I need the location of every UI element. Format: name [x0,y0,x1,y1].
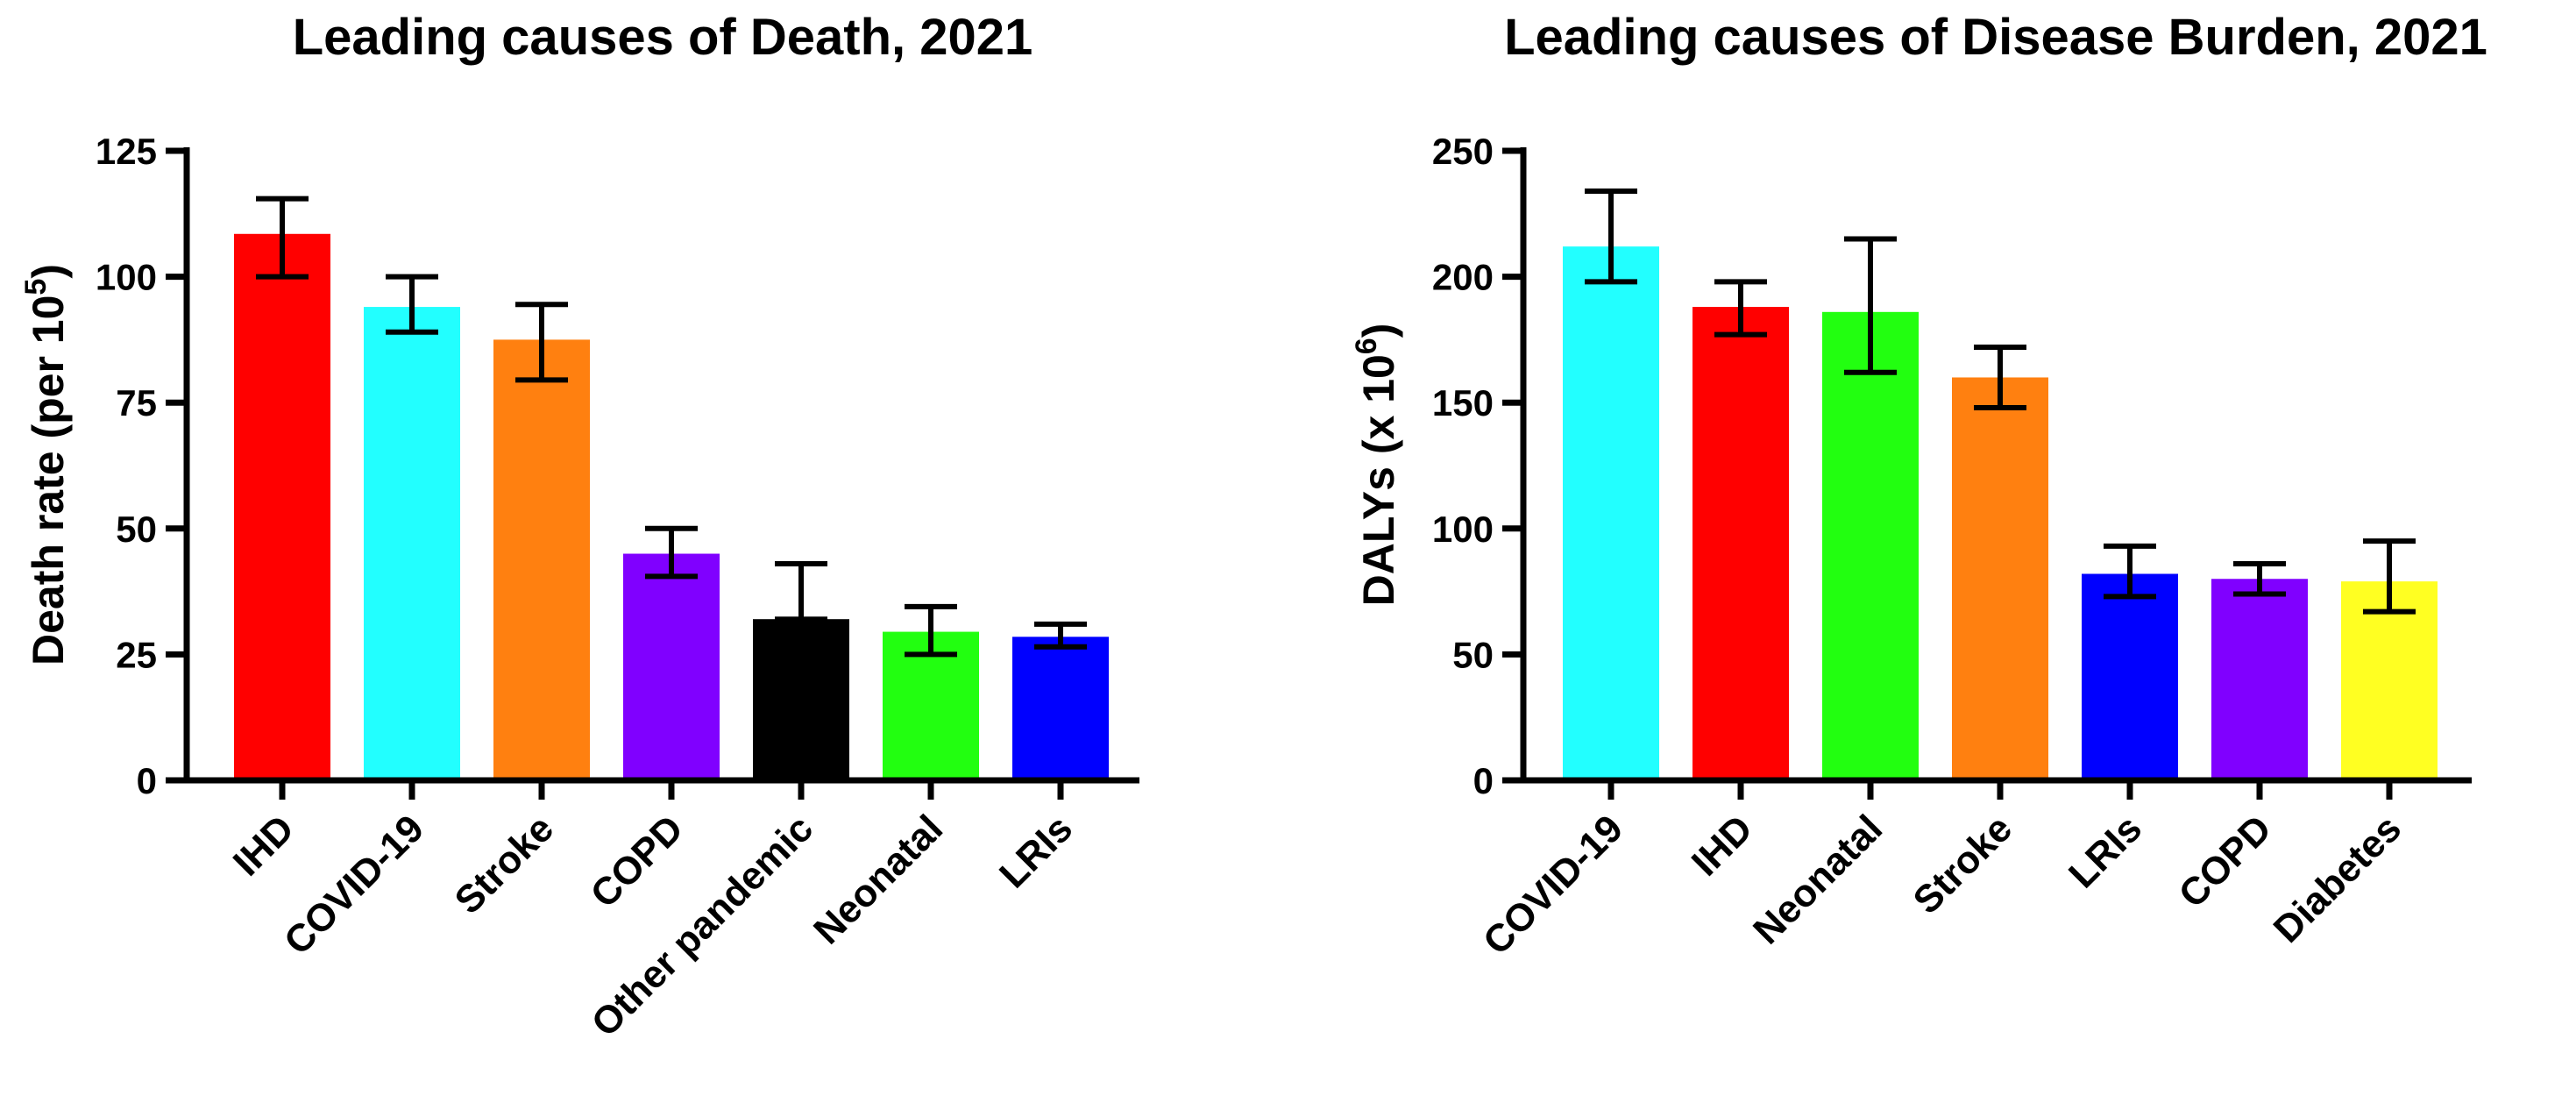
burden-chart-title: Leading causes of Disease Burden, 2021 [1504,9,2487,66]
death-bar-lris [1012,637,1109,780]
burden-x-tick-label: Neonatal [1745,807,1891,952]
burden-bar-ihd [1692,307,1789,781]
death-x-tick-label: COVID-19 [276,807,432,963]
burden-bar-covid-19 [1563,246,1659,780]
death-x-tick-label: Other pandemic [584,807,822,1045]
burden-bar-lris [2082,573,2178,780]
burden-x-tick-label: LRIs [2061,807,2150,896]
death-error-bar-stroke [515,302,568,383]
burden-error-bar-diabetes [2363,538,2416,615]
death-y-tick-label: 25 [116,634,157,675]
burden-y-tick-label: 200 [1432,257,1494,298]
death-x-tick-label: COPD [583,807,692,916]
burden-x-tick-label: Diabetes [2266,807,2409,950]
burden-y-axis-label: DALYs (x 106) [1350,324,1403,607]
burden-y-tick-label: 250 [1432,131,1494,172]
burden-bar-copd [2211,579,2308,780]
death-chart-title: Leading causes of Death, 2021 [293,9,1033,66]
burden-x-tick-label: IHD [1684,807,1761,884]
burden-error-bar-covid-19 [1585,188,1637,285]
death-y-tick-label: 0 [137,760,157,801]
burden-y-tick-label: 100 [1432,509,1494,550]
burden-x-tick-label: Stroke [1905,807,2020,921]
burden-x-tick-label: COVID-19 [1475,807,1631,963]
death-bar-copd [623,553,720,780]
death-error-bar-ihd [256,196,309,280]
death-y-tick-label: 100 [96,257,157,298]
death-bar-other-pandemic [753,619,849,780]
death-error-bar-lris [1034,621,1087,650]
death-x-tick-label: IHD [225,807,302,884]
burden-bar-diabetes [2341,581,2438,780]
burden-bar-neonatal [1822,311,1919,781]
burden-y-tick-label: 150 [1432,382,1494,423]
death-x-tick-label: Stroke [447,807,562,921]
death-y-tick-label: 50 [116,509,157,550]
burden-y-tick-label: 0 [1473,760,1494,801]
death-y-axis-label: Death rate (per 105) [19,264,73,665]
death-bar-ihd [234,233,330,780]
burden-bar-stroke [1952,377,2048,780]
death-y-tick-label: 75 [116,382,157,423]
death-error-bar-neonatal [905,603,957,658]
burden-error-bar-lris [2104,543,2156,600]
burden-error-bar-copd [2233,561,2286,597]
death-x-tick-label: Neonatal [805,807,951,952]
death-bar-covid-19 [364,307,460,781]
burden-error-bar-stroke [1974,345,2026,410]
burden-error-bar-ihd [1714,279,1767,338]
death-error-bar-copd [645,525,698,580]
death-x-tick-label: LRIs [991,807,1081,896]
death-error-bar-covid-19 [386,274,438,335]
death-chart-panel: Leading causes of Death, 2021 Death rate … [19,9,1139,1045]
death-error-bar-other-pandemic [775,561,827,623]
death-y-tick-label: 125 [96,131,157,172]
burden-error-bar-neonatal [1844,236,1897,375]
burden-chart-panel: Leading causes of Disease Burden, 2021 DA… [1350,9,2487,964]
burden-x-tick-label: COPD [2171,807,2281,916]
burden-y-tick-label: 50 [1452,634,1494,675]
death-bar-stroke [493,339,590,780]
